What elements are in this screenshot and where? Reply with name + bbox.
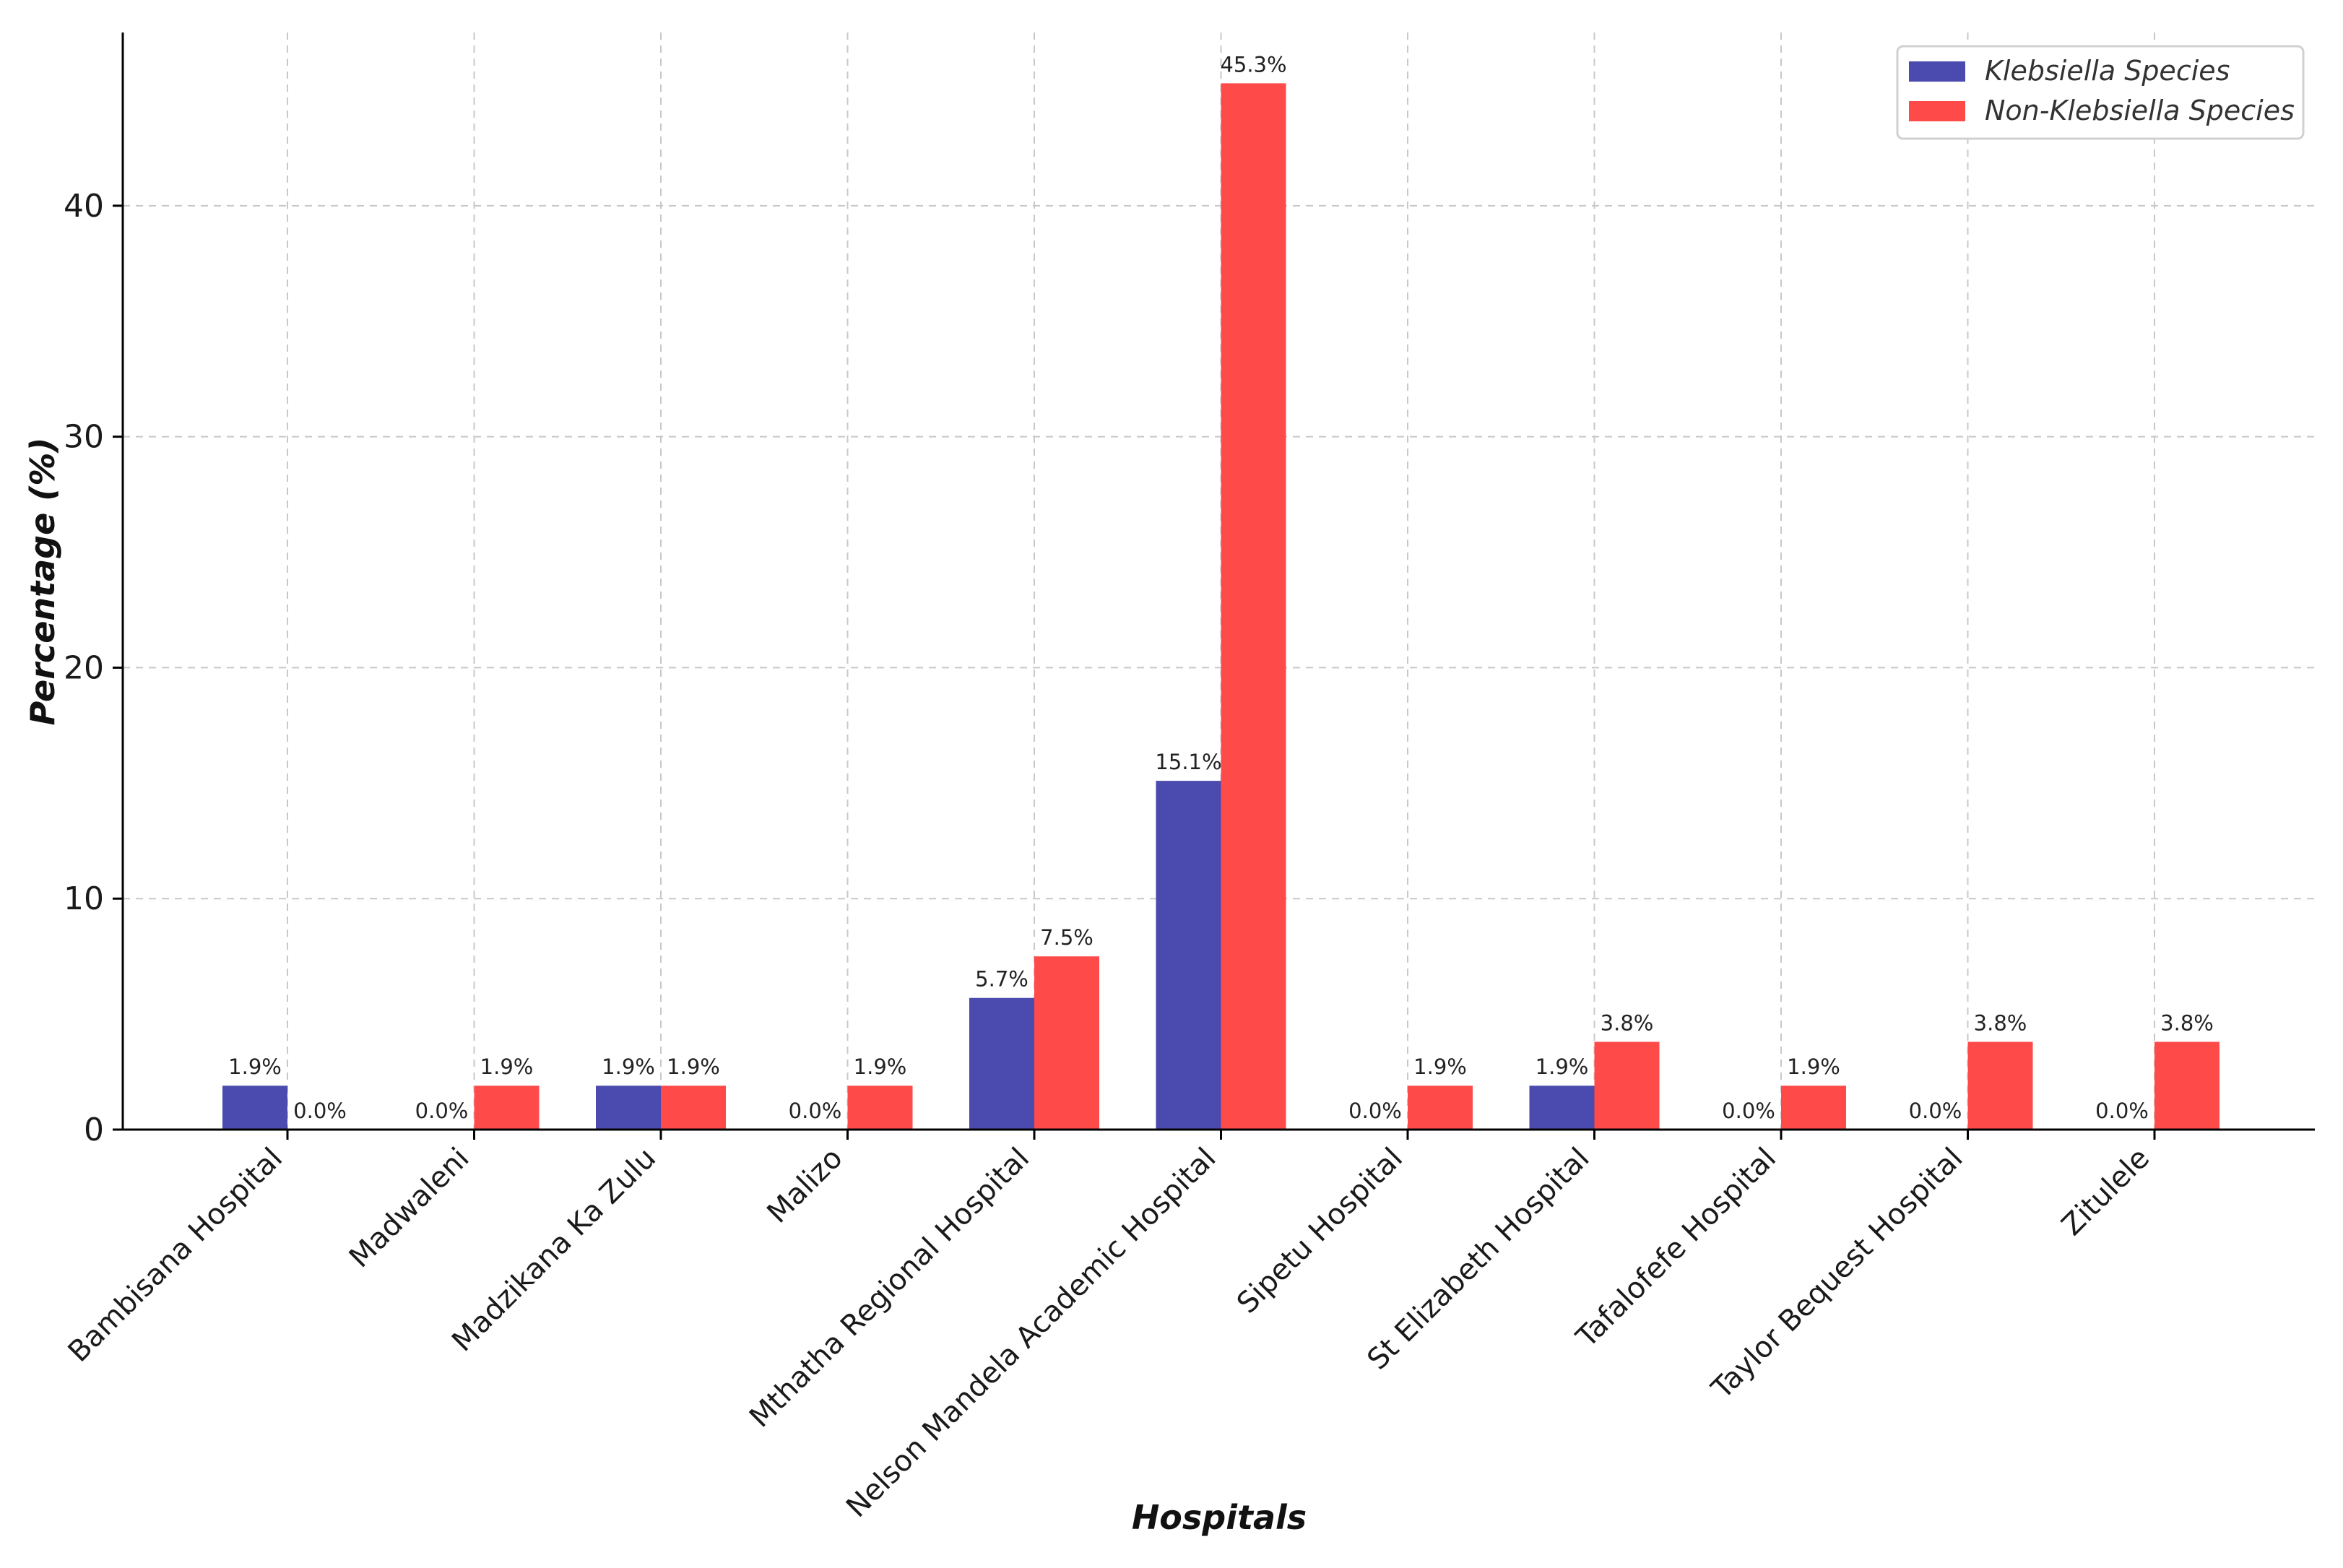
legend-swatch-klebsiella: [1909, 61, 1965, 82]
data-label: 3.8%: [1974, 1010, 2027, 1035]
x-tick-label: Nelson Mandela Academic Hospital: [840, 1142, 1223, 1525]
x-tick-label: Bambisana Hospital: [62, 1142, 289, 1369]
x-tick-label: Tafalofefe Hospital: [1569, 1142, 1783, 1355]
x-tick-label: Malizo: [761, 1142, 849, 1230]
data-label: 1.9%: [1536, 1054, 1589, 1079]
bar-klebsiella: [1529, 1086, 1595, 1130]
y-tick-label: 10: [64, 880, 104, 917]
x-tick-label: Sipetu Hospital: [1231, 1142, 1409, 1320]
y-tick-label: 30: [64, 419, 104, 456]
bar-klebsiella: [596, 1086, 661, 1130]
data-label: 0.0%: [1348, 1099, 1402, 1123]
y-axis-title: Percentage (%): [23, 438, 62, 726]
data-label: 0.0%: [789, 1099, 842, 1123]
bar-non-klebsiella: [847, 1086, 913, 1130]
bar-non-klebsiella: [1034, 956, 1099, 1130]
data-label: 0.0%: [1722, 1099, 1775, 1123]
data-label: 1.9%: [854, 1054, 907, 1079]
data-label: 1.9%: [1413, 1054, 1467, 1079]
bars: [222, 83, 2219, 1130]
x-axis-title: Hospitals: [1132, 1498, 1307, 1537]
x-tick-label: Zitulele: [2056, 1142, 2156, 1242]
legend-swatch-non-klebsiella: [1909, 101, 1965, 121]
legend-label-klebsiella: Klebsiella Species: [1985, 55, 2230, 87]
data-label: 5.7%: [975, 967, 1028, 992]
bar-klebsiella: [1156, 781, 1221, 1130]
x-tick-label: Madwaleni: [343, 1142, 476, 1275]
data-label: 1.9%: [1787, 1054, 1840, 1079]
data-label: 15.1%: [1155, 750, 1221, 774]
bar-klebsiella: [969, 997, 1034, 1130]
bar-non-klebsiella: [2154, 1041, 2219, 1130]
data-label: 1.9%: [602, 1054, 655, 1079]
data-label: 3.8%: [1601, 1010, 1654, 1035]
bar-non-klebsiella: [1221, 83, 1286, 1130]
data-label: 1.9%: [480, 1054, 534, 1079]
data-label: 0.0%: [2095, 1099, 2149, 1123]
bar-non-klebsiella: [1967, 1041, 2033, 1130]
grid: [123, 33, 2315, 1130]
data-label: 1.9%: [667, 1054, 720, 1079]
data-label: 3.8%: [2160, 1010, 2214, 1035]
data-label: 45.3%: [1220, 52, 1286, 77]
data-label: 1.9%: [228, 1054, 282, 1079]
y-axis-ticks: 0 10 20 30 40: [64, 188, 123, 1148]
bar-non-klebsiella: [1408, 1086, 1473, 1130]
data-label: 0.0%: [1909, 1099, 1962, 1123]
data-label: 0.0%: [415, 1099, 469, 1123]
axes: [121, 33, 2315, 1131]
y-tick-label: 40: [64, 188, 104, 225]
value-labels: 1.9% 0.0% 1.9% 0.0% 5.7% 15.1% 0.0% 1.9% 0.0% 0.0…: [228, 52, 2214, 1123]
data-label: 7.5%: [1040, 925, 1093, 950]
bar-klebsiella: [222, 1086, 287, 1130]
bar-non-klebsiella: [1781, 1086, 1846, 1130]
y-tick-label: 20: [64, 649, 104, 686]
bar-non-klebsiella: [474, 1086, 540, 1130]
y-tick-label: 0: [84, 1112, 104, 1148]
legend: Klebsiella Species Non-Klebsiella Specie…: [1896, 45, 2305, 140]
legend-label-non-klebsiella: Non-Klebsiella Species: [1985, 95, 2295, 126]
bar-non-klebsiella: [661, 1086, 726, 1130]
legend-frame: [1896, 45, 2305, 140]
x-tick-label: Madzikana Ka Zulu: [446, 1142, 662, 1359]
bar-non-klebsiella: [1594, 1041, 1660, 1130]
data-label: 0.0%: [293, 1099, 347, 1123]
